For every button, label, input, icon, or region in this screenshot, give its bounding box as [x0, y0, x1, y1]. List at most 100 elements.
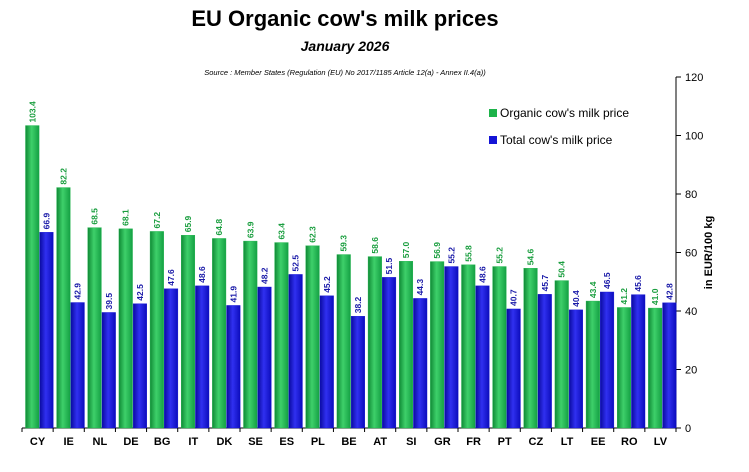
data-label: 59.3 [339, 235, 349, 252]
bar-total [413, 298, 428, 429]
bar-total [257, 286, 272, 429]
bar-organic [399, 261, 414, 429]
data-label: 39.5 [104, 293, 114, 310]
x-tick-label: SE [248, 436, 263, 448]
bar-total [101, 312, 116, 429]
data-label: 57.0 [401, 241, 411, 258]
legend-swatch-organic [489, 109, 497, 117]
bar-organic [430, 261, 445, 429]
x-tick-label: EE [591, 436, 606, 448]
data-label: 66.9 [42, 213, 52, 230]
bar-total [475, 285, 490, 429]
bar-organic [554, 280, 569, 429]
data-label: 42.5 [135, 284, 145, 301]
data-label: 62.3 [308, 226, 318, 243]
data-label: 48.6 [197, 266, 207, 283]
data-label: 51.5 [384, 258, 394, 275]
x-tick-label: NL [93, 436, 108, 448]
x-tick-label: PT [498, 436, 512, 448]
bar-organic [305, 245, 320, 429]
data-label: 42.9 [73, 283, 83, 300]
data-label: 55.8 [463, 245, 473, 262]
bar-total [568, 309, 583, 429]
x-tick-label: PL [311, 436, 325, 448]
bar-organic [523, 268, 538, 429]
data-label: 38.2 [353, 296, 363, 313]
data-label: 55.2 [494, 247, 504, 264]
bar-organic [461, 264, 476, 429]
chart-title: EU Organic cow's milk prices [191, 6, 499, 31]
x-tick-label: ES [279, 436, 294, 448]
y-tick-label: 20 [685, 365, 697, 377]
bar-total [444, 266, 459, 429]
bar-total [506, 308, 521, 429]
data-label: 47.6 [166, 269, 176, 286]
bar-total [662, 302, 677, 429]
bar-organic [585, 300, 600, 429]
data-label: 68.1 [121, 209, 131, 226]
bar-total [195, 285, 210, 429]
data-label: 103.4 [27, 101, 37, 123]
bar-total [70, 302, 85, 429]
data-label: 43.4 [588, 281, 598, 298]
data-label: 58.6 [370, 237, 380, 254]
bar-organic [492, 266, 507, 429]
y-tick-label: 60 [685, 248, 697, 260]
data-label: 42.8 [664, 283, 674, 300]
bar-organic [118, 228, 133, 429]
y-tick-label: 40 [685, 306, 697, 318]
data-label: 48.6 [478, 266, 488, 283]
data-label: 45.7 [540, 275, 550, 292]
x-tick-label: IE [64, 436, 74, 448]
data-label: 44.3 [415, 279, 425, 296]
x-tick-label: AT [373, 436, 387, 448]
bar-organic [149, 231, 164, 429]
x-tick-label: SI [406, 436, 416, 448]
data-label: 63.4 [276, 223, 286, 240]
y-axis-title: in EUR/100 kg [703, 216, 715, 289]
data-label: 64.8 [214, 219, 224, 236]
data-label: 48.2 [260, 267, 270, 284]
data-label: 40.4 [571, 290, 581, 307]
data-label: 41.0 [650, 288, 660, 305]
x-tick-label: BG [154, 436, 171, 448]
bar-total [288, 274, 303, 429]
x-tick-label: GR [434, 436, 451, 448]
bar-total [39, 232, 54, 429]
bar-organic [181, 235, 196, 429]
x-tick-label: BE [341, 436, 356, 448]
data-label: 40.7 [509, 289, 519, 306]
bar-organic [648, 307, 663, 429]
bar-total [319, 295, 334, 429]
data-label: 45.2 [322, 276, 332, 293]
bar-total [350, 316, 365, 429]
y-tick-label: 80 [685, 189, 697, 201]
x-tick-label: LT [561, 436, 574, 448]
data-label: 63.9 [245, 221, 255, 238]
bar-organic [212, 238, 227, 429]
bar-total [132, 303, 147, 429]
y-tick-label: 100 [685, 131, 703, 143]
y-tick-label: 120 [685, 72, 703, 84]
data-label: 52.5 [291, 255, 301, 272]
data-label: 82.2 [58, 168, 68, 185]
bar-total [631, 294, 646, 429]
chart-source-note: Source : Member States (Regulation (EU) … [204, 68, 486, 77]
bar-organic [617, 307, 632, 429]
bar-organic [87, 227, 102, 429]
legend-swatch-total [489, 136, 497, 144]
chart-subtitle: January 2026 [300, 38, 390, 54]
x-tick-label: DE [123, 436, 138, 448]
x-tick-label: CZ [529, 436, 544, 448]
x-tick-label: DK [216, 436, 232, 448]
data-label: 56.9 [432, 242, 442, 259]
data-label: 45.6 [633, 275, 643, 292]
data-label: 41.9 [228, 286, 238, 303]
bar-total [164, 288, 179, 429]
data-label: 50.4 [557, 261, 567, 278]
legend-label-total: Total cow's milk price [500, 133, 613, 147]
data-label: 55.2 [446, 247, 456, 264]
data-label: 65.9 [183, 215, 193, 232]
bar-organic [25, 125, 40, 429]
